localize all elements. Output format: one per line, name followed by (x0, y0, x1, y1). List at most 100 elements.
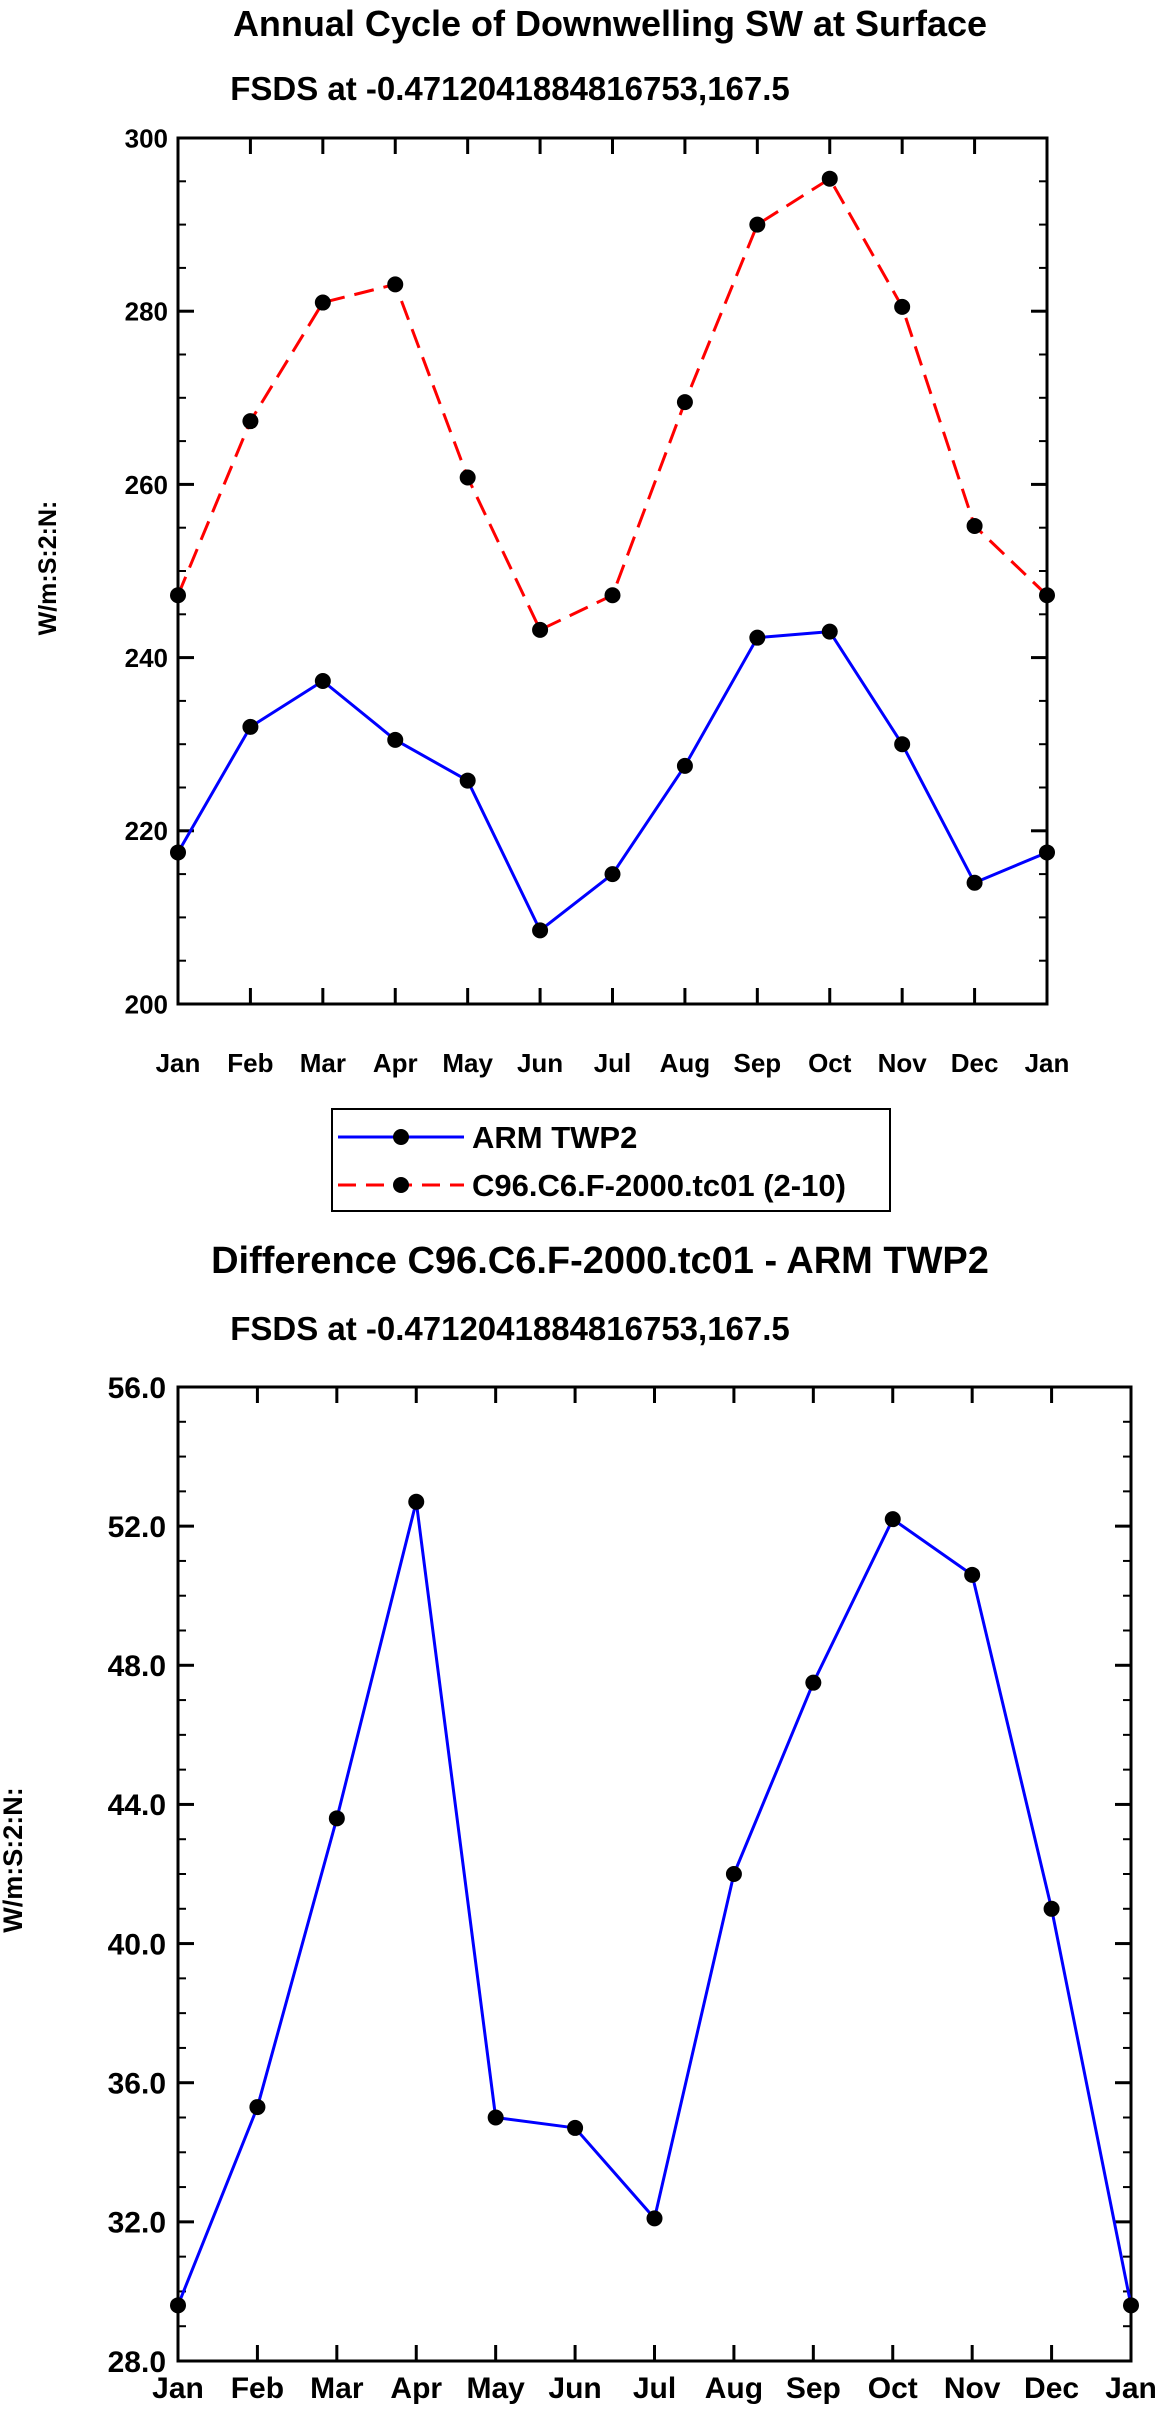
x-tick-label: Jan (1025, 1048, 1070, 1078)
x-tick-label: Oct (868, 2372, 918, 2405)
x-tick-label: Nov (944, 2372, 1001, 2405)
chart-title: Difference C96.C6.F-2000.tc01 - ARM TWP2 (211, 1240, 989, 1282)
data-point (964, 1566, 981, 1583)
x-tick-label: Feb (227, 1048, 273, 1078)
y-tick-label: 260 (125, 470, 168, 500)
x-tick-label: Dec (951, 1048, 999, 1078)
y-tick-label: 44.0 (108, 1789, 166, 1822)
data-point (459, 772, 476, 789)
x-tick-label: May (466, 2372, 525, 2405)
data-point (1123, 2297, 1139, 2314)
data-point (676, 757, 693, 774)
data-point (1039, 844, 1055, 861)
axis-ticks (176, 1385, 1133, 2363)
data-point (170, 587, 186, 604)
data-point (894, 298, 911, 315)
y-tick-label: 280 (125, 297, 168, 327)
x-tick-label: Aug (660, 1048, 711, 1078)
series-group (170, 1493, 1139, 2314)
y-tick-label: 200 (125, 989, 168, 1019)
data-point (676, 394, 693, 411)
data-point (532, 621, 549, 638)
y-tick-label: 300 (125, 123, 168, 153)
legend-marker-model (393, 1177, 409, 1193)
series-line (176, 630, 1048, 932)
data-point (821, 170, 838, 187)
data-point (249, 2099, 266, 2116)
x-tick-label: Sep (786, 2372, 841, 2405)
y-tick-label: 40.0 (108, 1928, 166, 1961)
data-point (387, 276, 404, 293)
x-tick-label: Sep (733, 1048, 781, 1078)
data-point (646, 2210, 663, 2227)
data-point (532, 922, 549, 939)
data-point (408, 1493, 425, 1510)
y-tick-labels: 200 220 240 260 280 300 (125, 123, 168, 1019)
axis-ticks (176, 136, 1049, 1006)
x-tick-label: Apr (373, 1048, 418, 1078)
series-line (176, 177, 1049, 632)
legend-label-model: C96.C6.F-2000.tc01 (2-10) (472, 1168, 846, 1203)
y-tick-label: 56.0 (108, 1372, 166, 1405)
x-tick-label: Feb (231, 2372, 284, 2405)
data-point (487, 2109, 504, 2126)
data-point (1043, 1900, 1060, 1917)
data-point (749, 216, 766, 233)
x-tick-label: Dec (1024, 2372, 1079, 2405)
x-tick-labels: Jan Feb Mar Apr May Jun Jul Aug Sep Oct Nov Dec Jan (152, 2372, 1157, 2405)
data-point (604, 866, 621, 883)
x-tick-label: Oct (808, 1048, 852, 1078)
x-tick-label: Jul (594, 1048, 632, 1078)
x-tick-label: Apr (390, 2372, 442, 2405)
series-group (170, 170, 1055, 939)
data-point (459, 469, 476, 486)
chart-subtitle: FSDS at -0.4712041884816753,167.5 (230, 1310, 790, 1347)
x-tick-label: Jul (633, 2372, 676, 2405)
data-point (328, 1810, 345, 1827)
data-point (805, 1674, 822, 1691)
x-tick-labels: Jan Feb Mar Apr May Jun Jul Aug Sep Oct Nov Dec Jan (156, 1048, 1070, 1078)
x-tick-label: Mar (310, 2372, 364, 2405)
annual-cycle-chart: Annual Cycle of Downwelling SW at Surfac… (34, 3, 1069, 1078)
y-axis-label: W/m:S:2:N: (0, 1787, 28, 1932)
y-tick-label: 36.0 (108, 2068, 166, 2101)
y-tick-label: 240 (125, 643, 168, 673)
x-tick-label: Jan (1105, 2372, 1157, 2405)
data-point (242, 718, 259, 735)
chart-title: Annual Cycle of Downwelling SW at Surfac… (233, 3, 987, 44)
data-point (604, 587, 621, 604)
data-point (1039, 587, 1055, 604)
data-point (567, 2119, 584, 2136)
difference-chart: Difference C96.C6.F-2000.tc01 - ARM TWP2… (0, 1240, 1157, 2405)
x-tick-label: Jun (548, 2372, 601, 2405)
legend-label-arm: ARM TWP2 (472, 1120, 637, 1155)
data-point (725, 1866, 742, 1882)
series-line (176, 1500, 1133, 2306)
data-point (749, 629, 766, 646)
y-tick-label: 52.0 (108, 1511, 166, 1544)
data-point (821, 623, 838, 640)
data-point (966, 517, 983, 534)
data-point (170, 844, 186, 861)
x-tick-label: Jan (156, 1048, 201, 1078)
y-tick-label: 32.0 (108, 2207, 166, 2240)
x-tick-label: Jun (517, 1048, 563, 1078)
data-point (314, 294, 331, 311)
x-tick-label: Mar (300, 1048, 346, 1078)
data-point (170, 2297, 186, 2314)
data-point (387, 731, 404, 748)
data-point (966, 874, 983, 891)
y-tick-labels: 28.0 32.0 36.0 40.0 44.0 48.0 52.0 56.0 (108, 1372, 166, 2379)
x-tick-label: Jan (152, 2372, 204, 2405)
legend-marker-arm (393, 1129, 409, 1145)
data-point (884, 1511, 901, 1528)
y-tick-label: 28.0 (108, 2346, 166, 2379)
x-tick-label: Aug (705, 2372, 763, 2405)
chart-subtitle: FSDS at -0.4712041884816753,167.5 (230, 70, 790, 107)
data-point (314, 672, 331, 689)
x-tick-label: Nov (878, 1048, 928, 1078)
y-axis-label: W/m:S:2:N: (34, 501, 62, 636)
legend-box (331, 1108, 891, 1212)
x-tick-label: May (442, 1048, 493, 1078)
